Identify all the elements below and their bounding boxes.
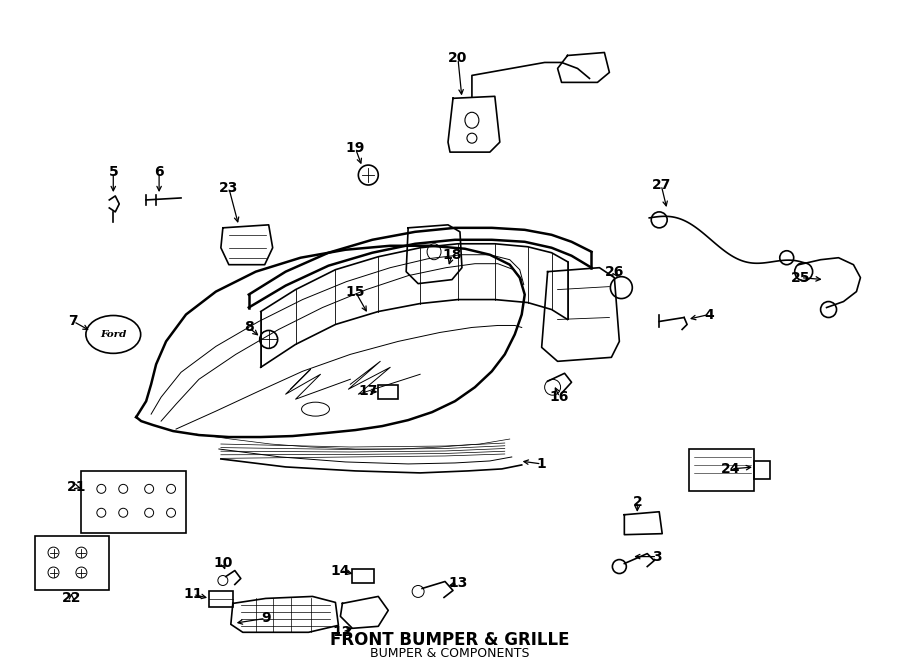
Text: 4: 4 xyxy=(704,308,714,322)
Bar xyxy=(754,461,770,479)
Text: 10: 10 xyxy=(213,555,232,569)
Text: 2: 2 xyxy=(633,495,643,509)
Text: 14: 14 xyxy=(330,563,350,577)
Text: 5: 5 xyxy=(108,165,118,179)
Bar xyxy=(378,385,398,399)
Bar xyxy=(353,569,374,583)
Text: 17: 17 xyxy=(358,384,378,399)
Text: 18: 18 xyxy=(442,248,462,261)
Text: 27: 27 xyxy=(652,178,670,192)
Text: 1: 1 xyxy=(536,457,546,471)
Text: 19: 19 xyxy=(346,141,365,155)
Bar xyxy=(81,471,186,533)
Text: 11: 11 xyxy=(184,587,202,602)
Text: 22: 22 xyxy=(62,591,81,606)
Text: 9: 9 xyxy=(261,611,271,626)
Text: 15: 15 xyxy=(346,285,365,299)
Text: 21: 21 xyxy=(67,480,86,494)
Text: 26: 26 xyxy=(605,265,624,279)
Text: 16: 16 xyxy=(550,390,570,404)
Text: 23: 23 xyxy=(220,181,238,195)
Bar xyxy=(209,591,233,608)
Text: Ford: Ford xyxy=(100,330,127,339)
Text: 3: 3 xyxy=(652,549,662,563)
Text: 25: 25 xyxy=(791,271,810,285)
Text: 8: 8 xyxy=(244,320,254,334)
Text: FRONT BUMPER & GRILLE: FRONT BUMPER & GRILLE xyxy=(330,632,570,649)
Text: 6: 6 xyxy=(154,165,164,179)
Text: BUMPER & COMPONENTS: BUMPER & COMPONENTS xyxy=(370,647,530,660)
Text: 13: 13 xyxy=(448,577,468,591)
Text: 12: 12 xyxy=(333,626,352,639)
Text: 7: 7 xyxy=(68,314,78,328)
Bar xyxy=(34,536,109,591)
Bar xyxy=(689,449,754,491)
Text: 20: 20 xyxy=(448,52,468,66)
Text: 24: 24 xyxy=(721,462,741,476)
